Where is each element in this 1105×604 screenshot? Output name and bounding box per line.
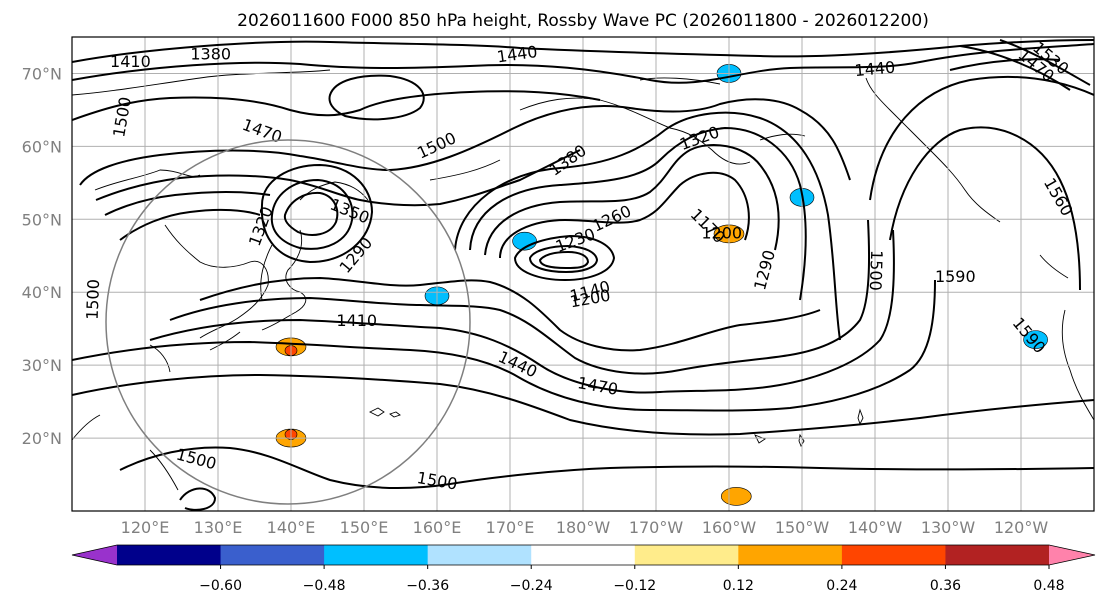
colorbar-segment <box>634 545 739 565</box>
lon-tick-label: 170°W <box>629 518 684 537</box>
contour-label: 1410 <box>110 52 151 71</box>
lat-tick-label: 60°N <box>22 137 62 156</box>
colorbar-tick-label: 0.12 <box>723 578 754 594</box>
colorbar-outline <box>71 544 1096 566</box>
colorbar-tick-label: −0.48 <box>303 578 346 594</box>
lat-tick-label: 40°N <box>22 283 62 302</box>
contour-label: 1440 <box>854 58 896 80</box>
colorbar-tick-label: 0.48 <box>1033 578 1064 594</box>
colorbar-segment <box>324 545 429 565</box>
lon-tick-label: 130°W <box>921 518 976 537</box>
lon-tick-label: 150°W <box>775 518 830 537</box>
graticule <box>72 37 1094 511</box>
lon-tick-label: 120°E <box>121 518 170 537</box>
map-frame <box>71 36 1095 512</box>
lat-tick-label: 70°N <box>22 64 62 83</box>
anomaly-region <box>720 487 752 506</box>
colorbar-segment <box>841 545 946 565</box>
colorbar-tick-label: −0.12 <box>613 578 656 594</box>
highlight-circle <box>105 139 471 505</box>
contour-label: 1590 <box>935 267 976 286</box>
axis-ticks: 120°E 130°E 140°E 150°E 160°E 170°E 180°W 170°W… <box>22 64 1049 537</box>
colorbar-tick-label: 0.24 <box>826 578 857 594</box>
lat-tick-label: 50°N <box>22 210 62 229</box>
colorbar-tick-label: −0.36 <box>406 578 449 594</box>
lon-tick-label: 170°E <box>486 518 535 537</box>
colorbar-segment <box>117 545 222 565</box>
chart-title: 2026011600 F000 850 hPa height, Rossby W… <box>237 11 929 31</box>
height-contours <box>72 39 1094 511</box>
colorbar-segment <box>531 545 636 565</box>
lon-tick-label: 150°E <box>340 518 389 537</box>
lon-tick-label: 140°W <box>848 518 903 537</box>
lat-tick-label: 30°N <box>22 356 62 375</box>
contour-label: 1500 <box>83 279 103 320</box>
lon-tick-label: 160°E <box>413 518 462 537</box>
colorbar-tick-label: −0.24 <box>510 578 553 594</box>
colorbar-extend-high <box>1049 545 1095 565</box>
colorbar-tick-label: 0.36 <box>930 578 961 594</box>
contour-label: 1410 <box>336 311 377 330</box>
lat-tick-label: 20°N <box>22 429 62 448</box>
lon-tick-label: 160°W <box>702 518 757 537</box>
colorbar-tick-label: −0.60 <box>199 578 242 594</box>
lon-tick-label: 120°W <box>994 518 1049 537</box>
colorbar-segment <box>220 545 325 565</box>
lon-tick-label: 130°E <box>194 518 243 537</box>
contour-label: 1200 <box>701 223 742 242</box>
colorbar-segment <box>427 545 532 565</box>
colorbar-segment <box>945 545 1050 565</box>
colorbar-extend-low <box>72 545 117 565</box>
lon-tick-label: 140°E <box>267 518 316 537</box>
anomaly-region <box>1023 330 1048 349</box>
contour-label: 1380 <box>190 45 231 64</box>
colorbar-segment <box>738 545 843 565</box>
contour-label: 1500 <box>866 250 886 291</box>
colorbar: −0.60 −0.48 −0.36 −0.24 −0.12 0.12 0.24 0.36 0.4… <box>71 544 1096 594</box>
lon-tick-label: 180°W <box>556 518 611 537</box>
